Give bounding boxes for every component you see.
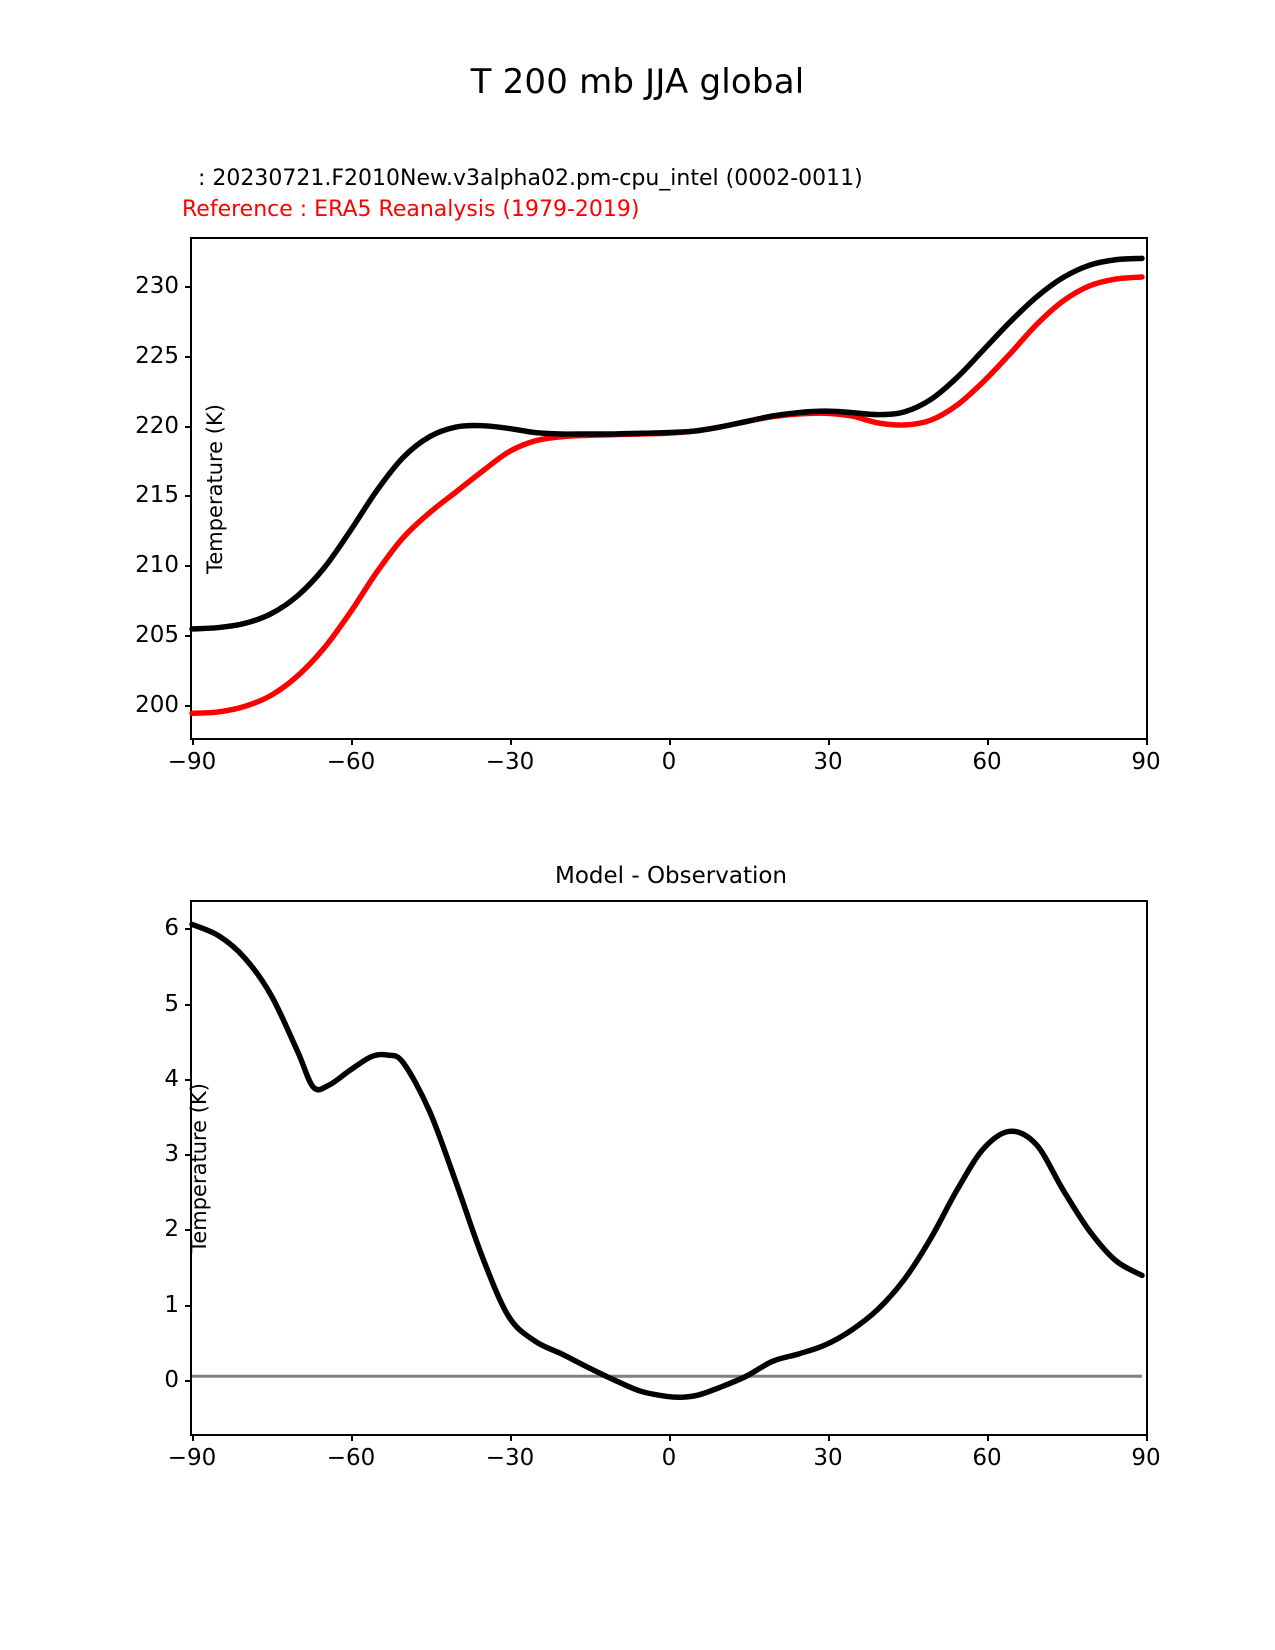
top-y-tick [185,704,192,707]
top-x-tick-label: 60 [972,749,1002,775]
bottom-x-tick [192,1434,194,1441]
bottom-plot-area [189,921,1145,1401]
top-y-tick-label: 215 [135,482,179,509]
model-curve [189,255,1145,632]
bottom-x-tick-label: −90 [167,1445,217,1471]
bottom-y-tick [185,1154,192,1157]
bottom-x-tick-label: 0 [661,1445,677,1471]
top-x-tick [510,738,512,745]
difference-curve [189,921,1145,1401]
bottom-y-tick-label: 6 [164,915,179,942]
top-plot-axes: Temperature (K) 200 205 210 215 220 225 230 −9… [135,237,1161,775]
bottom-y-tick-label: 1 [164,1291,179,1318]
case-label-model: : 20230721.F2010New.v3alpha02.pm-cpu_int… [198,166,863,191]
top-x-tick-label: −30 [485,749,535,775]
bottom-subplot-title: Model - Observation [554,863,788,889]
bottom-x-tick [1146,1434,1148,1441]
top-x-tick [987,738,989,745]
top-y-tick [185,425,192,428]
top-y-tick-label: 205 [135,621,179,648]
top-x-tick [1146,738,1148,745]
case-label-reference: Reference : ERA5 Reanalysis (1979-2019) [182,197,640,222]
bottom-y-tick [185,928,192,931]
bottom-y-tick-label: 2 [164,1216,179,1243]
top-plot-area [189,255,1145,717]
top-y-tick [185,286,192,289]
bottom-y-tick [185,1379,192,1382]
top-x-tick [828,738,830,745]
bottom-y-tick [185,1229,192,1232]
top-y-tick-label: 225 [135,343,179,370]
bottom-x-tick [669,1434,671,1441]
bottom-y-tick [185,1003,192,1006]
top-x-tick-label: 30 [813,749,843,775]
bottom-y-tick [185,1304,192,1307]
bottom-x-tick-label: −30 [485,1445,535,1471]
bottom-y-tick-label: 5 [164,990,179,1017]
top-y-tick [185,495,192,498]
bottom-x-tick [828,1434,830,1441]
top-y-tick-label: 200 [135,691,179,718]
top-x-tick [351,738,353,745]
reference-curve-era5 [189,274,1145,717]
top-x-tick-label: −90 [167,749,217,775]
bottom-x-tick-label: 60 [972,1445,1002,1471]
top-y-tick [185,356,192,359]
top-x-tick [669,738,671,745]
bottom-y-tick-label: 0 [164,1366,179,1393]
top-x-tick [192,738,194,745]
bottom-x-tick-label: 90 [1131,1445,1161,1471]
bottom-y-tick [185,1078,192,1081]
top-x-tick-label: 90 [1131,749,1161,775]
top-y-tick-label: 230 [135,273,179,300]
top-x-tick-label: 0 [661,749,677,775]
bottom-x-tick-label: 30 [813,1445,843,1471]
figure-title: T 200 mb JJA global [470,62,805,102]
top-y-tick [185,634,192,637]
bottom-y-tick-label: 3 [164,1141,179,1168]
top-y-tick [185,565,192,568]
top-y-tick-label: 210 [135,552,179,579]
top-x-tick-label: −60 [326,749,376,775]
bottom-x-tick [510,1434,512,1441]
bottom-y-tick-label: 4 [164,1065,179,1092]
bottom-x-tick [987,1434,989,1441]
bottom-x-tick [351,1434,353,1441]
top-y-tick-label: 220 [135,412,179,439]
bottom-x-tick-label: −60 [326,1445,376,1471]
